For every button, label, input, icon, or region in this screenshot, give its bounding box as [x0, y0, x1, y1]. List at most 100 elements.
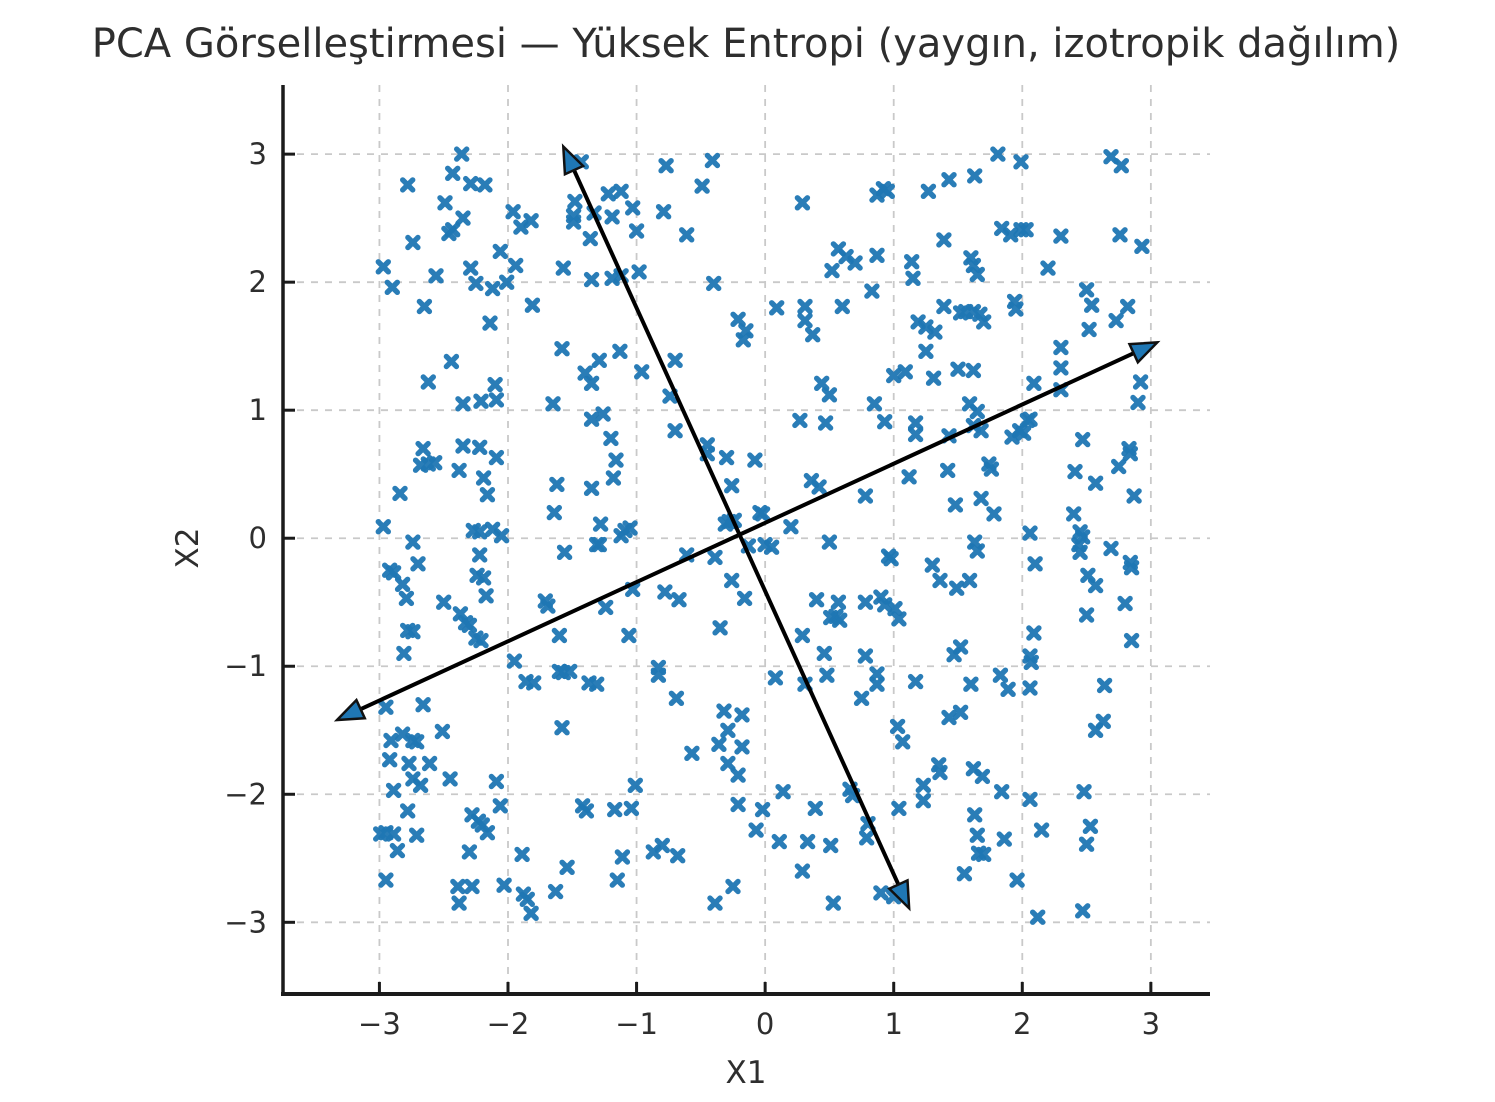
scatter-point — [1096, 677, 1113, 694]
x-marker-stroke — [598, 599, 614, 616]
scatter-point — [540, 598, 556, 614]
y-tick-label: 1 — [249, 393, 267, 427]
x-marker-stroke — [725, 878, 741, 895]
x-marker-stroke — [814, 375, 830, 391]
x-marker-stroke — [621, 627, 637, 644]
scatter-point — [891, 800, 907, 817]
scatter-point — [450, 878, 466, 895]
scatter-point — [410, 556, 426, 572]
x-marker-stroke — [1022, 525, 1038, 541]
x-marker-stroke — [443, 353, 460, 370]
x-marker-stroke — [468, 275, 484, 292]
scatter-point — [754, 506, 771, 522]
x-marker-stroke — [936, 232, 952, 248]
tick-layer: −3 −2 −1 0 1 2 3 −3 −2 −1 0 1 2 3 — [224, 137, 1160, 1041]
scatter-point — [514, 846, 530, 863]
x-marker-stroke — [628, 223, 645, 239]
x-marker-stroke — [472, 439, 488, 455]
scatter-point — [711, 736, 727, 752]
x-marker-stroke — [582, 230, 598, 247]
scatter-point — [583, 480, 600, 496]
scatter-point — [1027, 556, 1043, 572]
x-marker-stroke — [583, 411, 600, 427]
scatter-point — [807, 800, 823, 817]
x-marker-stroke — [472, 524, 488, 540]
scatter-point — [555, 260, 571, 276]
x-marker-stroke — [556, 544, 573, 560]
scatter-point — [1040, 260, 1056, 276]
scatter-point — [1087, 577, 1104, 594]
x-marker-stroke — [463, 175, 479, 192]
scatter-point — [612, 343, 628, 359]
x-marker-stroke — [592, 516, 609, 532]
scatter-point — [869, 247, 885, 264]
x-marker-stroke — [478, 588, 494, 604]
x-marker-stroke — [735, 332, 751, 348]
scatter-point — [657, 584, 673, 600]
x-marker-stroke — [382, 752, 398, 768]
scatter-point — [436, 594, 452, 610]
scatter-point — [783, 519, 799, 535]
x-marker-stroke — [609, 872, 625, 888]
x-marker-stroke — [385, 565, 402, 581]
scatter-point — [976, 314, 992, 330]
x-marker-stroke — [562, 663, 578, 680]
x-marker-stroke — [385, 826, 402, 842]
x-marker-stroke — [1083, 297, 1100, 313]
x-marker-stroke — [1096, 677, 1113, 694]
scatter-point — [1112, 227, 1128, 243]
x-marker-stroke — [992, 667, 1009, 683]
scatter-point — [582, 230, 598, 247]
scatter-point — [895, 734, 911, 750]
scatter-point — [994, 784, 1010, 800]
scatter-point — [748, 822, 764, 838]
scatter-point — [725, 878, 741, 895]
x-marker-stroke — [969, 403, 985, 420]
x-marker-stroke — [405, 771, 421, 787]
x-marker-stroke — [1067, 463, 1083, 480]
scatter-point — [716, 703, 732, 719]
scatter-point — [427, 455, 443, 471]
scatter-point — [712, 620, 728, 636]
scatter-point — [383, 732, 399, 749]
scatter-point — [1065, 506, 1082, 522]
scatter-point — [607, 801, 623, 818]
x-marker-stroke — [834, 298, 850, 315]
x-marker-stroke — [477, 177, 493, 193]
scatter-point — [654, 837, 670, 854]
x-marker-stroke — [612, 343, 628, 359]
scatter-point — [706, 275, 722, 292]
scatter-point — [1117, 595, 1133, 612]
scatter-point — [974, 768, 991, 785]
scatter-point — [907, 673, 924, 690]
x-marker-stroke — [514, 846, 530, 863]
x-marker-stroke — [463, 260, 479, 276]
x-marker-stroke — [1076, 784, 1092, 800]
x-marker-stroke — [807, 800, 823, 817]
scatter-point — [932, 572, 948, 589]
x-marker-stroke — [394, 576, 411, 592]
x-marker-stroke — [805, 327, 821, 343]
scatter-point — [1022, 411, 1038, 427]
x-marker-stroke — [479, 487, 496, 503]
x-tick-label: 2 — [1013, 1007, 1031, 1041]
x-marker-stroke — [847, 255, 863, 271]
x-marker-stroke — [684, 745, 700, 761]
scatter-point — [907, 426, 924, 443]
scatter-point — [976, 846, 992, 863]
x-marker-stroke — [488, 449, 505, 466]
x-marker-stroke — [625, 200, 641, 216]
x-marker-stroke — [857, 594, 874, 610]
scatter-point — [621, 627, 637, 644]
scatter-point — [603, 430, 619, 447]
scatter-point — [1130, 394, 1146, 411]
x-marker-stroke — [1023, 654, 1040, 671]
scatter-point — [792, 412, 808, 429]
scatter-point — [915, 777, 931, 793]
scatter-point — [817, 415, 834, 431]
scatter-point — [1074, 903, 1091, 919]
scatter-point — [487, 376, 503, 393]
scatter-point — [866, 396, 883, 412]
y-axis-label: X2 — [170, 528, 206, 569]
